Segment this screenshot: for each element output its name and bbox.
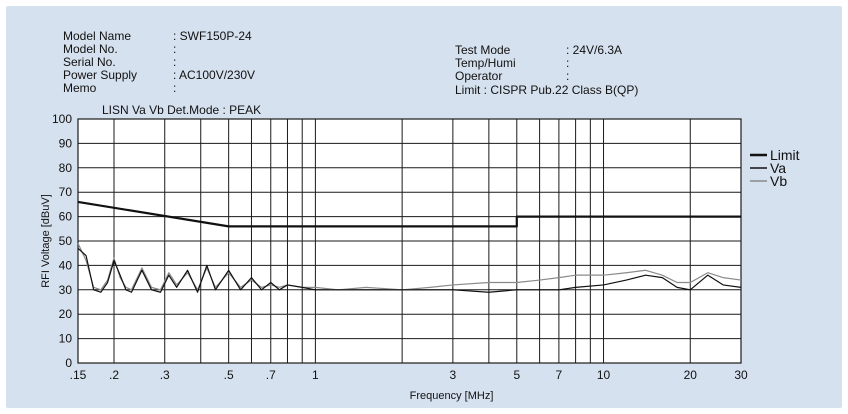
x-tick-label: .3 xyxy=(160,368,170,382)
x-tick-label: 10 xyxy=(597,368,611,382)
y-tick-label: 60 xyxy=(59,210,73,224)
y-tick-label: 90 xyxy=(59,136,73,150)
legend-label: Vb xyxy=(770,173,787,189)
y-tick-label: 40 xyxy=(59,258,73,272)
y-tick-label: 70 xyxy=(59,185,73,199)
x-tick-label: 20 xyxy=(684,368,698,382)
legend-label: Va xyxy=(770,160,786,176)
series-va-line xyxy=(77,247,742,293)
y-tick-label: 0 xyxy=(65,356,72,370)
y-tick-label: 100 xyxy=(52,112,72,126)
axes: 0 10 20 30 40 50 60 70 80 90 100 .15 .2 .3 .5 .7 1 3 5 7 10 2… xyxy=(40,112,748,402)
series-limit-line xyxy=(77,200,741,228)
grid xyxy=(77,118,742,364)
x-tick-label: .5 xyxy=(224,368,234,382)
x-tick-label: 5 xyxy=(513,368,520,382)
x-tick-label: 1 xyxy=(312,368,319,382)
y-tick-label: 30 xyxy=(59,283,73,297)
legend-label: Limit xyxy=(770,147,800,163)
y-tick-label: 80 xyxy=(59,161,73,175)
y-tick-label: 20 xyxy=(59,307,73,321)
x-axis-title: Frequency [MHz] xyxy=(410,390,494,402)
x-tick-label: 3 xyxy=(450,368,457,382)
plot-frame xyxy=(77,118,742,364)
x-tick-label: 7 xyxy=(556,368,563,382)
x-tick-label: .15 xyxy=(70,368,87,382)
y-axis-title: RFI Voltage [dBuV] xyxy=(40,194,52,288)
x-tick-label: .2 xyxy=(109,368,119,382)
series-layer xyxy=(77,200,742,293)
y-tick-label: 10 xyxy=(59,332,73,346)
y-tick-label: 50 xyxy=(59,234,73,248)
x-tick-label: .7 xyxy=(266,368,276,382)
x-tick-label: 30 xyxy=(734,368,748,382)
